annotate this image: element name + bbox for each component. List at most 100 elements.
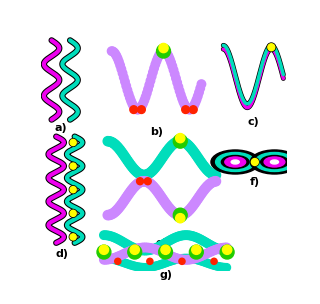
Circle shape (162, 259, 170, 267)
Circle shape (69, 162, 77, 170)
Circle shape (108, 138, 117, 147)
Circle shape (174, 232, 182, 241)
Circle shape (107, 232, 115, 240)
Circle shape (180, 254, 187, 262)
Circle shape (127, 246, 136, 255)
Circle shape (188, 255, 196, 263)
Circle shape (105, 210, 114, 219)
Circle shape (131, 244, 139, 253)
Text: a): a) (54, 123, 67, 133)
Circle shape (103, 210, 112, 220)
Circle shape (157, 261, 165, 268)
Circle shape (144, 85, 152, 93)
Circle shape (157, 48, 166, 56)
Circle shape (111, 207, 120, 216)
Circle shape (205, 179, 214, 188)
Circle shape (169, 257, 177, 264)
Circle shape (145, 244, 153, 252)
Circle shape (209, 247, 217, 255)
Circle shape (141, 177, 150, 186)
Circle shape (148, 72, 156, 81)
Circle shape (204, 167, 213, 176)
Circle shape (154, 262, 161, 269)
Circle shape (106, 210, 116, 219)
Circle shape (179, 258, 185, 264)
Circle shape (184, 255, 193, 264)
Circle shape (191, 254, 200, 262)
Circle shape (140, 243, 148, 252)
Circle shape (139, 99, 148, 107)
Circle shape (131, 166, 140, 175)
Circle shape (130, 262, 137, 270)
Circle shape (171, 233, 179, 242)
Circle shape (188, 104, 196, 113)
Circle shape (207, 169, 216, 178)
Circle shape (150, 163, 160, 172)
Circle shape (198, 236, 207, 245)
Circle shape (163, 50, 172, 59)
Circle shape (115, 57, 123, 66)
Circle shape (175, 87, 184, 95)
Circle shape (185, 142, 195, 152)
Circle shape (124, 248, 132, 256)
Ellipse shape (216, 153, 255, 171)
Circle shape (197, 159, 207, 168)
Circle shape (159, 245, 172, 259)
Circle shape (147, 258, 153, 264)
Circle shape (126, 261, 134, 268)
Circle shape (191, 197, 201, 206)
Circle shape (197, 257, 204, 265)
Circle shape (157, 247, 165, 256)
Circle shape (130, 245, 140, 254)
Circle shape (117, 65, 125, 73)
Circle shape (187, 255, 194, 262)
Circle shape (112, 52, 121, 60)
Ellipse shape (225, 157, 246, 167)
Circle shape (107, 255, 115, 263)
Circle shape (137, 103, 145, 112)
Circle shape (155, 190, 164, 199)
Circle shape (167, 141, 176, 150)
Circle shape (195, 253, 203, 261)
Circle shape (210, 246, 219, 254)
Circle shape (169, 66, 178, 74)
Circle shape (123, 86, 132, 94)
Ellipse shape (231, 160, 239, 164)
Circle shape (162, 238, 170, 247)
Circle shape (120, 239, 129, 247)
Circle shape (105, 232, 113, 240)
Circle shape (110, 48, 118, 57)
Circle shape (181, 138, 190, 147)
Circle shape (201, 184, 210, 193)
Circle shape (164, 250, 172, 259)
Circle shape (156, 49, 164, 58)
Circle shape (156, 44, 171, 58)
Circle shape (196, 235, 205, 244)
Circle shape (161, 148, 170, 157)
Circle shape (115, 252, 124, 260)
Circle shape (176, 214, 185, 223)
Circle shape (189, 106, 197, 113)
Circle shape (105, 137, 114, 146)
Circle shape (105, 255, 113, 262)
Circle shape (155, 242, 164, 250)
Circle shape (70, 140, 76, 146)
Circle shape (153, 188, 163, 197)
Circle shape (160, 249, 169, 257)
Circle shape (160, 239, 169, 248)
Circle shape (196, 157, 205, 166)
Circle shape (120, 195, 129, 205)
Circle shape (166, 257, 173, 265)
Circle shape (158, 194, 167, 204)
Circle shape (178, 255, 186, 264)
Circle shape (192, 245, 201, 254)
Circle shape (161, 199, 170, 208)
Circle shape (168, 62, 177, 70)
Circle shape (124, 189, 134, 198)
Circle shape (173, 208, 187, 222)
Circle shape (191, 150, 201, 160)
Circle shape (174, 255, 182, 263)
Circle shape (196, 252, 205, 261)
Ellipse shape (255, 153, 294, 171)
Circle shape (117, 147, 126, 157)
